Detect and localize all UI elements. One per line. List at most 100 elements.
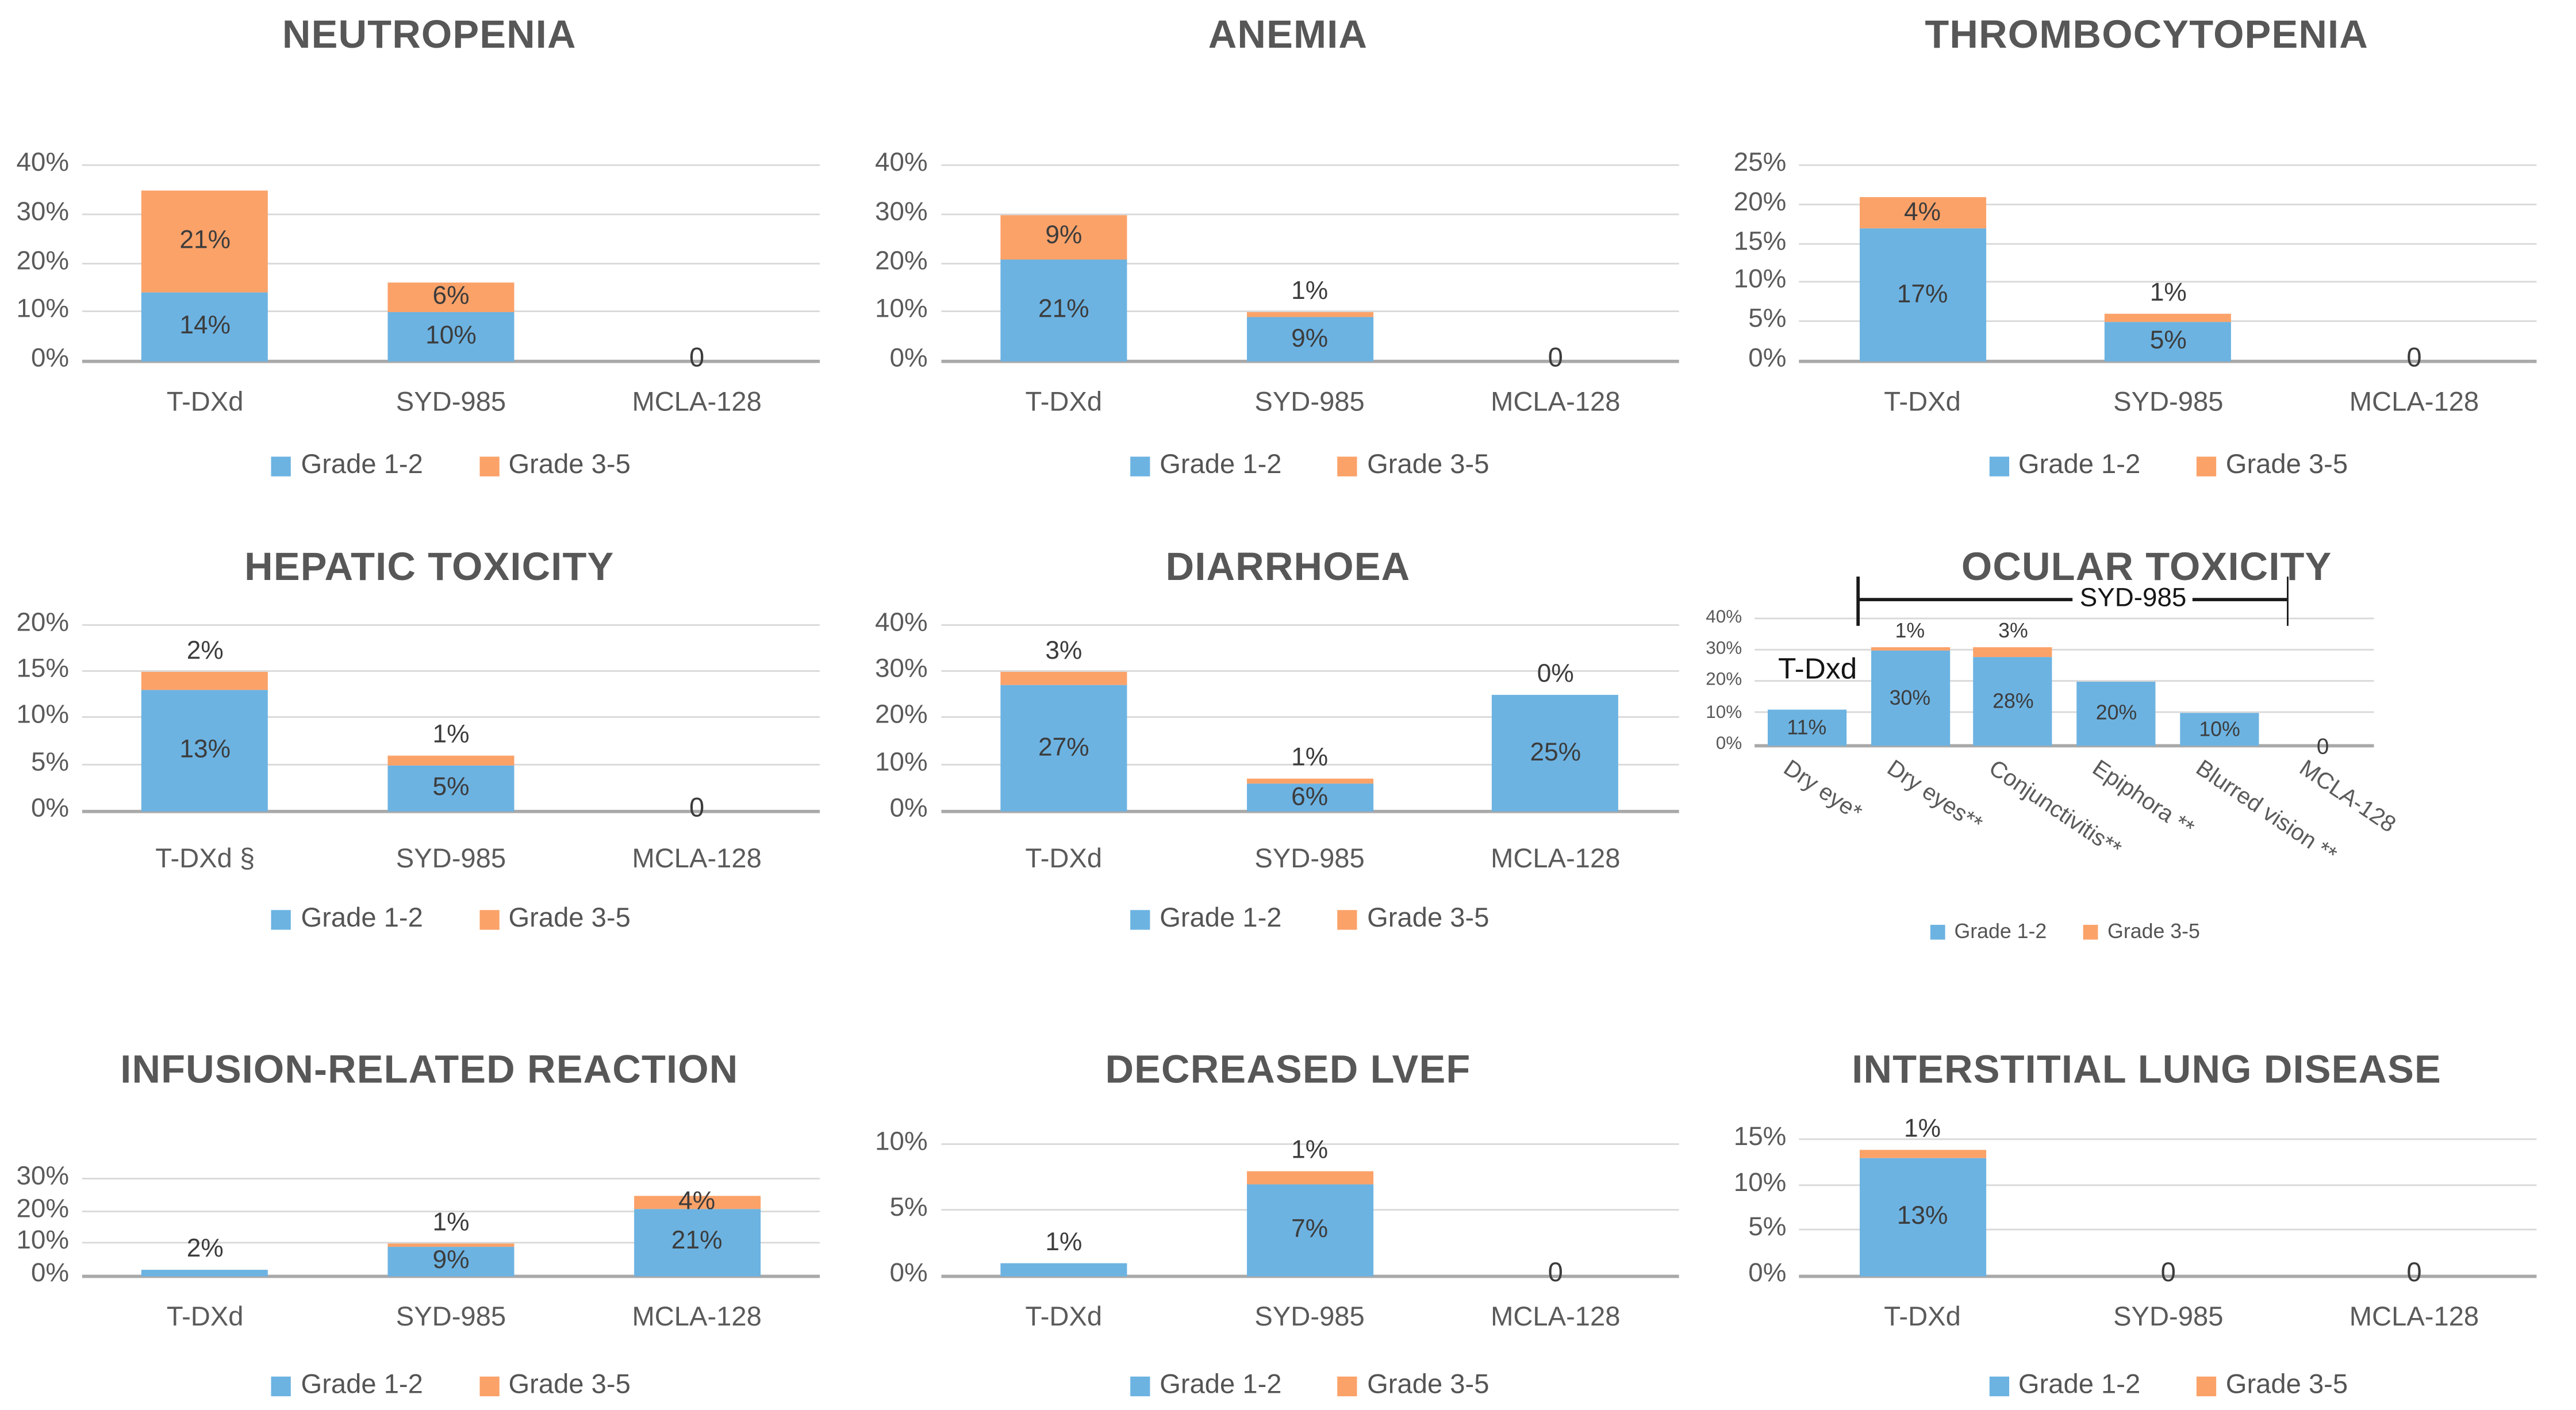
y-axis-tick-label: 20% bbox=[875, 702, 928, 730]
legend-swatch-grade12 bbox=[271, 909, 291, 929]
legend-item-grade12: Grade 1-2 bbox=[271, 450, 423, 481]
legend-swatch-grade12 bbox=[1130, 456, 1150, 476]
bar-value-label: 5% bbox=[432, 773, 470, 802]
y-axis-tick-label: 0% bbox=[30, 1260, 70, 1288]
bar-value-label: 1% bbox=[432, 721, 470, 750]
legend: Grade 1-2 Grade 3-5 bbox=[1799, 1370, 2537, 1401]
bar-value-label: 1% bbox=[1291, 744, 1329, 773]
gridline bbox=[1799, 1229, 2537, 1231]
y-axis-tick-label: 10% bbox=[1733, 267, 1787, 295]
y-axis-tick-label: 40% bbox=[1706, 608, 1742, 628]
plot-area: 13% 2% 5% 1% 0 bbox=[82, 623, 820, 823]
y-axis-tick-label: 10% bbox=[16, 702, 70, 730]
gridline bbox=[940, 1143, 1679, 1145]
legend-swatch-grade12 bbox=[1130, 909, 1150, 929]
gridline bbox=[940, 763, 1679, 765]
bar-grade35-segment bbox=[387, 755, 515, 765]
bar-value-label: 1% bbox=[1291, 1136, 1329, 1165]
bar-grade35-segment bbox=[1246, 1171, 1373, 1185]
bar-grade12-segment bbox=[634, 1208, 761, 1277]
y-axis-tick-label: 5% bbox=[1748, 1215, 1787, 1243]
plot-area: 2% 9% 1% 21% 4% bbox=[82, 1178, 820, 1278]
bar-grade12-segment bbox=[2076, 682, 2156, 746]
y-axis-tick-label: 20% bbox=[16, 609, 70, 637]
bar-value-label: 1% bbox=[432, 1209, 470, 1238]
gridline bbox=[940, 670, 1679, 672]
gridline bbox=[82, 262, 820, 264]
legend: Grade 1-2 Grade 3-5 bbox=[82, 450, 820, 481]
chart-title: DECREASED LVEF bbox=[1105, 1048, 1471, 1093]
chart-neutropenia: NEUTROPENIA 0% 10% 20% 30% 40% 14% 21% 10% 6% 0 T-D… bbox=[0, 0, 859, 509]
bracket-tick bbox=[1857, 577, 1860, 626]
bar-grade35-segment bbox=[1859, 197, 1986, 229]
category-label: MCLA-128 bbox=[2349, 1303, 2479, 1332]
legend-swatch-grade35 bbox=[2196, 456, 2216, 476]
bar-grade35-segment bbox=[1859, 1149, 1986, 1158]
chart-title: OCULAR TOXICITY bbox=[1961, 545, 2332, 590]
legend-label: Grade 3-5 bbox=[2225, 1370, 2348, 1400]
bar-value-label: 6% bbox=[432, 283, 470, 312]
plot-area: 17% 4% 5% 1% 0 bbox=[1799, 164, 2537, 373]
legend-item-grade12: Grade 1-2 bbox=[1988, 450, 2140, 481]
plot-area: 21% 9% 9% 1% 0 bbox=[940, 164, 1679, 373]
legend-item-grade12: Grade 1-2 bbox=[1130, 904, 1282, 935]
zero-value-label: 0 bbox=[689, 793, 705, 823]
y-axis-tick-label: 0% bbox=[889, 795, 928, 823]
bar-grade12-segment bbox=[2180, 713, 2259, 746]
bar-grade35-segment bbox=[387, 1244, 515, 1247]
category-label: Dry eye* bbox=[1779, 754, 1867, 825]
x-axis-line bbox=[940, 809, 1679, 813]
gridline bbox=[940, 262, 1679, 264]
gridline bbox=[82, 1242, 820, 1244]
bar-grade12-segment bbox=[2105, 322, 2232, 362]
bar-value-label: 4% bbox=[1904, 198, 1941, 226]
y-axis-tick-label: 15% bbox=[1733, 228, 1787, 256]
legend-item-grade35: Grade 3-5 bbox=[1337, 450, 1489, 481]
plot-area: 27% 3% 6% 1% 25% 0% bbox=[940, 623, 1679, 813]
bar-value-label: 3% bbox=[1045, 637, 1082, 666]
y-axis-tick-label: 5% bbox=[30, 748, 70, 777]
gridline bbox=[1799, 242, 2537, 244]
legend-swatch-grade12 bbox=[1988, 456, 2009, 476]
gridline bbox=[82, 670, 820, 672]
category-label: MCLA-128 bbox=[1491, 1303, 1621, 1332]
bar-grade12-segment bbox=[1492, 695, 1619, 812]
y-axis-tick-label: 20% bbox=[1706, 671, 1742, 691]
bar-value-label: 6% bbox=[1291, 782, 1329, 811]
legend-label: Grade 3-5 bbox=[1367, 450, 1489, 480]
legend-label: Grade 1-2 bbox=[2018, 450, 2141, 480]
chart-infusion-related-reaction: INFUSION-RELATED REACTION 0% 10% 20% 30% 2% 9%… bbox=[0, 986, 859, 1409]
legend-label: Grade 3-5 bbox=[1367, 1370, 1489, 1400]
legend-item-grade35: Grade 3-5 bbox=[2196, 450, 2348, 481]
x-axis-line bbox=[82, 809, 820, 813]
category-label: SYD-985 bbox=[1254, 844, 1365, 874]
bar-value-label: 9% bbox=[1291, 324, 1329, 353]
bar-grade12-segment bbox=[387, 1247, 515, 1277]
chart-hepatic-toxicity: HEPATIC TOXICITY 0% 5% 10% 15% 20% 13% 2% 5% 1% 0 T… bbox=[0, 509, 859, 986]
bar-value-label: 7% bbox=[1291, 1215, 1329, 1244]
y-axis-tick-label: 0% bbox=[30, 795, 70, 823]
bar-grade12-segment bbox=[1859, 1158, 1986, 1277]
bar-value-label: 1% bbox=[1904, 1115, 1941, 1143]
bar-value-label: 5% bbox=[2149, 327, 2187, 355]
bar-grade12-segment bbox=[1246, 317, 1373, 362]
legend-item-grade35: Grade 3-5 bbox=[479, 904, 631, 935]
legend: Grade 1-2 Grade 3-5 bbox=[941, 450, 1679, 481]
y-axis-tick-label: 30% bbox=[875, 655, 928, 683]
category-label: T-DXd bbox=[1884, 387, 1961, 417]
bar-value-label: 4% bbox=[678, 1187, 716, 1216]
chart-ocular-toxicity: OCULAR TOXICITY 0% 10% 20% 30% 40% 11% 30% 1% 28%… bbox=[1706, 509, 2576, 986]
bar-grade35-segment bbox=[1974, 647, 2053, 657]
y-axis-tick-label: 10% bbox=[875, 296, 928, 324]
bar-value-label: 2% bbox=[186, 637, 224, 666]
zero-value-label: 0 bbox=[1548, 343, 1563, 373]
y-axis-tick-label: 10% bbox=[875, 748, 928, 777]
category-label: MCLA-128 bbox=[632, 1303, 762, 1332]
legend-swatch-grade35 bbox=[2196, 1376, 2216, 1396]
bar-value-label: 13% bbox=[1897, 1202, 1948, 1231]
bar-grade35-segment bbox=[2105, 314, 2232, 322]
bracket-line bbox=[1858, 598, 2288, 601]
y-axis-tick-label: 40% bbox=[16, 149, 70, 178]
y-axis-tick-label: 0% bbox=[1748, 1260, 1787, 1288]
